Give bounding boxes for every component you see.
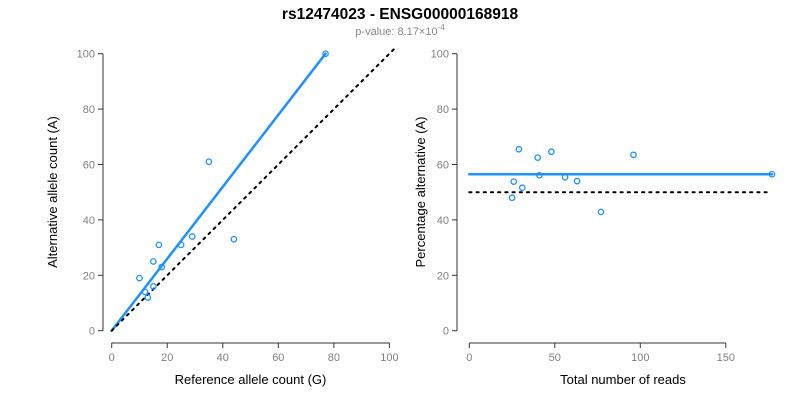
identity-line [110,47,396,332]
plot-allele-counts-scatter: 0 20 40 60 80 100 0 20 40 60 80 100 Reference allele… [45,47,399,387]
data-point [150,258,157,265]
y-tick-label: 80 [437,104,449,116]
x-tick-label: 100 [631,352,649,364]
data-point [230,235,238,243]
y-tick-label: 40 [83,215,95,227]
data-point [768,170,776,178]
data-point [508,194,516,202]
p-value-exponent: -4 [438,23,446,32]
data-point [548,148,555,156]
x-tick-label: 100 [380,352,398,364]
x-tick-label: 0 [466,352,472,364]
data-point [205,158,213,166]
x-axis-label: Reference allele count (G) [175,372,327,387]
x-tick-label: 150 [717,352,735,364]
y-tick-label: 20 [437,270,449,282]
x-tick-label: 80 [328,352,340,364]
figure-subtitle: p-value: 8.17×10-4 [355,23,445,38]
data-point [188,233,196,240]
p-value-text: p-value: 8.17×10 [355,26,437,38]
y-tick-label: 20 [83,270,95,282]
regression-line [110,52,327,332]
x-tick-label: 40 [217,352,229,364]
data-point [155,241,163,249]
plots-group: 0 20 40 60 80 100 0 20 40 60 80 100 Reference allele… [45,47,776,387]
y-tick-label: 60 [83,160,95,172]
x-tick-label: 60 [272,352,284,364]
data-point [144,294,152,301]
y-tick-label: 100 [77,49,95,61]
plot-percentage-scatter: 0 20 40 60 80 100 0 50 100 150 Total number of rea… [413,49,776,387]
data-point [136,274,143,282]
data-point [177,241,185,249]
data-point [515,145,523,153]
data-point [573,177,581,185]
y-tick-label: 40 [437,215,449,227]
figure-title: rs12474023 - ENSG00000168918 [282,6,519,23]
data-point [597,208,605,216]
data-point [536,171,543,179]
y-tick-label: 80 [83,104,95,116]
data-point [561,173,569,181]
y-tick-label: 60 [437,160,449,172]
data-point [510,178,518,186]
data-point [141,288,149,296]
data-point [150,283,157,290]
data-point [630,151,637,159]
x-tick-label: 20 [161,352,173,364]
x-axis-label: Total number of reads [560,372,686,387]
x-tick-label: 50 [549,352,561,364]
data-point [518,184,526,192]
y-axis-label: Alternative allele count (A) [45,116,60,268]
y-axis-label: Percentage alternative (A) [413,116,428,267]
y-tick-label: 100 [431,49,449,61]
data-point [534,154,542,161]
x-tick-label: 0 [109,352,115,364]
data-point [322,50,329,58]
y-tick-label: 0 [443,326,449,338]
y-tick-label: 0 [89,326,95,338]
data-point [158,263,166,271]
